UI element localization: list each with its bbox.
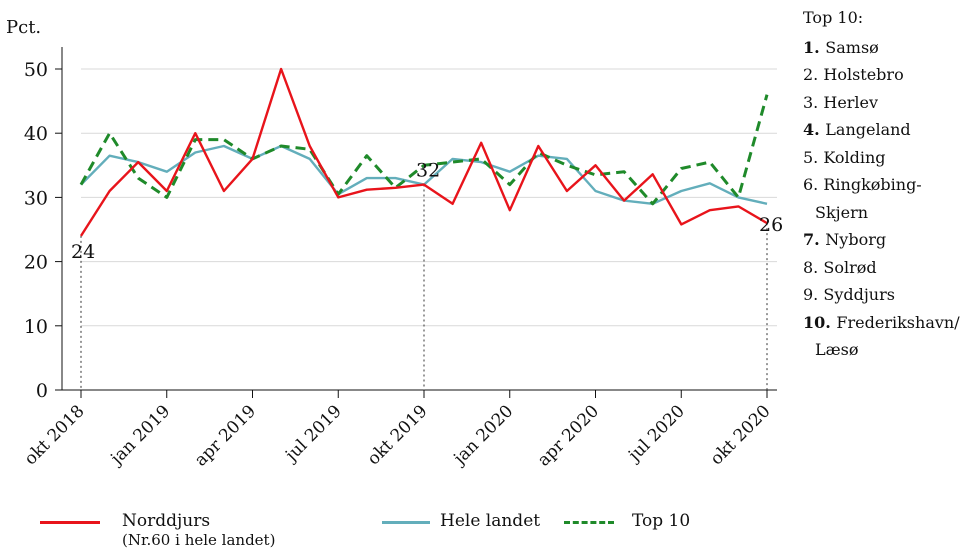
series-line-norddjurs [79, 67, 768, 237]
top10-item-name: Langeland [825, 120, 911, 139]
y-tick-label: 10 [24, 316, 48, 338]
top10-item-name: Skjern [815, 202, 869, 222]
legend-swatch-norddjurs [40, 521, 100, 524]
grid [81, 68, 777, 327]
top10-item-name: Kolding [823, 147, 886, 167]
top10-item-number: 3. [803, 92, 824, 112]
top10-item: 3. Herlev [803, 89, 960, 117]
legend-swatch-top10 [564, 521, 614, 524]
top10-item-number: 8. [803, 257, 824, 277]
top10-item: Skjern [803, 199, 960, 227]
top10-list: Top 10: 1. Samsø 2. Holstebro 3. Herlev 4. … [803, 4, 960, 364]
series-line-top10 [79, 94, 769, 206]
point-labels: 24 32 26 [71, 160, 783, 263]
point-label: 24 [71, 241, 95, 263]
top10-item-number: 6. [803, 175, 824, 194]
x-tick-label: jul 2019 [280, 401, 345, 466]
top10-item: 9. Syddjurs [803, 281, 960, 309]
top10-item-name: Holstebro [823, 65, 904, 84]
top10-item-number: 1. [803, 37, 826, 57]
y-axis-label: Pct. [6, 17, 41, 38]
top10-item: 8. Solrød [803, 254, 960, 282]
x-tick-label: jul 2020 [623, 401, 688, 466]
top10-item: 6. Ringkøbing- [803, 171, 960, 199]
point-label: 32 [416, 160, 440, 182]
top10-item: 4. Langeland [803, 116, 960, 144]
top10-item-name: Nyborg [825, 230, 887, 249]
top10-item-name: Frederikshavn/ [836, 312, 960, 332]
legend-item-norddjurs: Norddjurs (Nr.60 i hele landet) [40, 511, 275, 549]
y-tick-label: 40 [24, 123, 48, 145]
top10-item-name: Herlev [823, 92, 879, 112]
y-tick-label: 20 [24, 252, 48, 274]
top10-item-name: Læsø [815, 340, 859, 359]
x-tick-label: jan 2020 [449, 401, 518, 470]
x-tick-label: okt 2018 [21, 401, 89, 469]
top10-item-name: Ringkøbing- [823, 175, 922, 194]
top10-items: 1. Samsø 2. Holstebro 3. Herlev 4. Langelan… [803, 34, 960, 364]
top10-item-number: 2. [803, 65, 824, 84]
legend-sublabel-norddjurs: (Nr.60 i hele landet) [122, 531, 276, 549]
x-tick-label: okt 2019 [364, 401, 432, 469]
top10-item-number: 9. [803, 285, 824, 304]
y-tick-label: 0 [36, 380, 48, 402]
x-tick-label: apr 2020 [534, 401, 603, 470]
top10-item-name: Syddjurs [823, 285, 895, 304]
y-tick-label: 30 [24, 187, 48, 209]
y-tick-label: 50 [24, 59, 48, 81]
legend-label-norddjurs: Norddjurs [122, 511, 211, 531]
top10-item-number: 4. [803, 120, 826, 139]
top10-item: Læsø [803, 336, 960, 364]
top10-item-number: 7. [803, 230, 826, 249]
top10-item: 1. Samsø [803, 34, 960, 62]
top10-item: 5. Kolding [803, 144, 960, 172]
top10-item: 2. Holstebro [803, 61, 960, 89]
x-tick-label: apr 2019 [191, 401, 260, 470]
top10-item-name: Solrød [823, 257, 877, 277]
legend-swatch-hele-landet [382, 521, 430, 524]
reference-lines [80, 184, 768, 390]
top10-item-number: 10. [803, 312, 837, 332]
axes: 0 10 20 30 40 50 okt 2018 jan 2019 apr 2019 jul 2… [21, 47, 777, 471]
top10-item: 10. Frederikshavn/ [803, 309, 960, 337]
legend-item-top10: Top 10 [564, 511, 690, 531]
top10-title: Top 10: [803, 8, 864, 27]
legend-label-hele-landet: Hele landet [440, 511, 541, 531]
series-lines [79, 67, 769, 237]
x-tick-label: jan 2019 [106, 401, 175, 470]
legend-item-hele-landet: Hele landet [382, 511, 540, 531]
point-label: 26 [759, 214, 783, 236]
legend-label-top10: Top 10 [632, 511, 691, 531]
top10-item-name: Samsø [825, 37, 879, 57]
top10-item-number: 5. [803, 147, 824, 167]
top10-item: 7. Nyborg [803, 226, 960, 254]
x-tick-label: okt 2020 [707, 401, 775, 469]
